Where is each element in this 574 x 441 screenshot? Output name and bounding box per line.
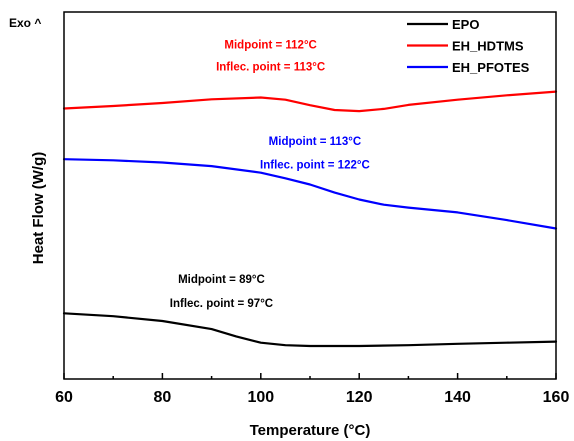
series-line-epo — [62, 312, 558, 348]
x-tick-label: 80 — [154, 389, 172, 406]
annotation-text: Inflec. point = 113°C — [216, 62, 325, 74]
series-line-eh-hdtms — [62, 90, 558, 113]
exo-label: Exo ^ — [9, 16, 41, 30]
x-tick-label: 120 — [346, 389, 373, 406]
series-line-eh-pfotes — [62, 158, 558, 230]
x-tick-label: 100 — [247, 389, 274, 406]
x-axis: 60 80 100 120 140 160 — [55, 373, 569, 406]
legend-label: EH_PFOTES — [452, 60, 530, 75]
legend-label: EH_HDTMS — [452, 39, 524, 54]
annotation-text: Midpoint = 113°C — [269, 136, 361, 148]
x-tick-label: 160 — [543, 389, 570, 406]
x-tick-label: 60 — [55, 389, 73, 406]
annotations: Midpoint = 112°C Inflec. point = 113°C Mid… — [170, 39, 370, 310]
annotation-text: Inflec. point = 122°C — [260, 159, 370, 171]
annotation-text: Midpoint = 89°C — [178, 274, 265, 286]
annotation-text: Midpoint = 112°C — [224, 39, 316, 51]
x-tick-label: 140 — [444, 389, 471, 406]
series-lines — [62, 90, 558, 348]
annotation-text: Inflec. point = 97°C — [170, 298, 273, 310]
y-axis-label: Heat Flow (W/g) — [30, 152, 47, 265]
legend: EPO EH_HDTMS EH_PFOTES — [407, 17, 530, 75]
x-axis-label: Temperature (°C) — [250, 422, 371, 439]
legend-label: EPO — [452, 17, 479, 32]
